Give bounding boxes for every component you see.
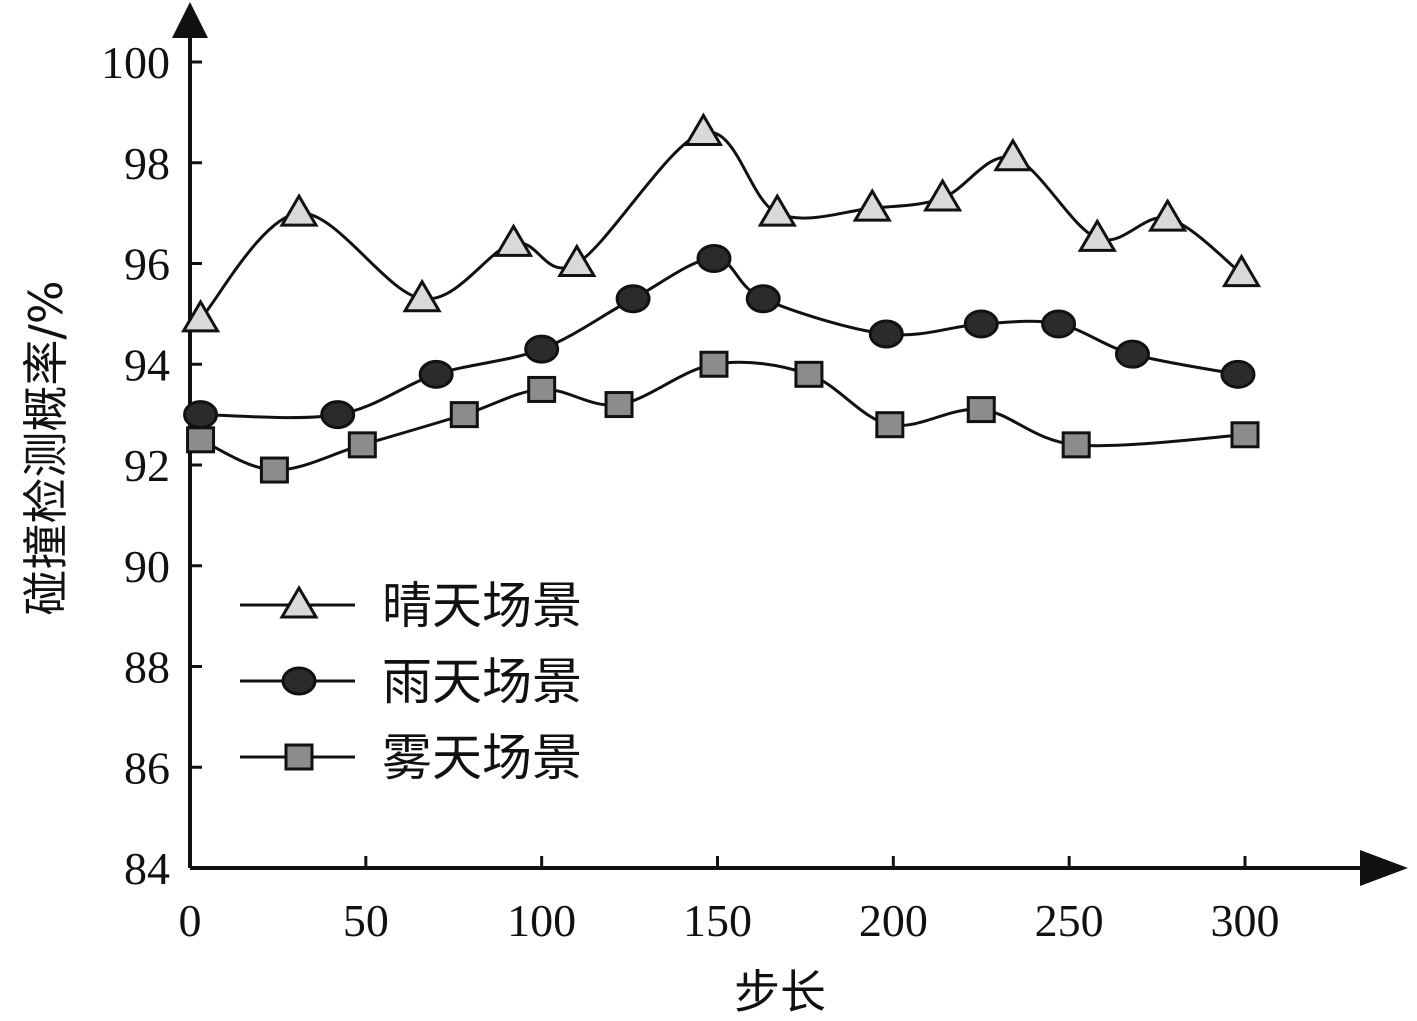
data-point xyxy=(745,284,781,314)
axes: 0 50 100 150 200 250 300 84 86 88 90 92 94 96 98 100 xyxy=(101,2,1408,946)
y-axis-arrow xyxy=(172,2,208,38)
x-tick-label: 0 xyxy=(179,895,202,946)
legend-marker xyxy=(284,743,314,771)
data-point xyxy=(875,411,905,439)
legend-item: 晴天场景 xyxy=(240,577,582,635)
series-layer xyxy=(180,112,1262,484)
data-point xyxy=(449,401,479,429)
x-tick-label: 100 xyxy=(507,895,576,946)
y-tick-label: 100 xyxy=(101,37,170,88)
legend-label: 雾天场景 xyxy=(382,729,582,787)
data-point xyxy=(1221,253,1262,288)
data-point xyxy=(604,391,634,419)
data-point xyxy=(993,137,1033,172)
data-point xyxy=(493,223,534,257)
x-tick-label: 300 xyxy=(1211,895,1280,946)
x-tick-label: 250 xyxy=(1035,895,1104,946)
legend-label: 雨天场景 xyxy=(382,653,582,711)
legend-marker xyxy=(279,585,319,619)
series-line xyxy=(200,256,1239,420)
y-tick-label: 92 xyxy=(124,440,170,491)
y-tick-label: 98 xyxy=(124,138,170,189)
legend-marker xyxy=(281,666,317,696)
data-point xyxy=(402,278,442,313)
series-3 xyxy=(186,350,1260,484)
data-point xyxy=(868,319,904,349)
series-2 xyxy=(183,243,1256,430)
data-point xyxy=(186,426,216,454)
data-point xyxy=(524,334,560,364)
legend-item: 雨天场景 xyxy=(240,653,582,711)
data-point xyxy=(852,188,892,222)
data-point xyxy=(279,193,319,227)
data-point xyxy=(557,243,597,277)
data-point xyxy=(963,309,999,339)
y-tick-label: 84 xyxy=(124,843,170,894)
data-point xyxy=(347,431,377,459)
data-point xyxy=(1041,309,1077,339)
y-tick-label: 96 xyxy=(124,239,170,290)
data-point xyxy=(1114,339,1150,369)
data-point xyxy=(180,298,221,333)
y-tick-label: 88 xyxy=(124,642,170,693)
y-tick-label: 94 xyxy=(124,339,170,390)
data-point xyxy=(757,193,797,227)
y-tick-label: 86 xyxy=(124,742,170,793)
data-point xyxy=(922,178,963,212)
data-point xyxy=(1077,218,1117,252)
data-point xyxy=(1148,198,1188,232)
data-point xyxy=(527,375,557,403)
data-point xyxy=(183,400,219,430)
data-point xyxy=(699,350,729,378)
data-point xyxy=(1230,421,1260,449)
y-tick-label: 90 xyxy=(124,541,170,592)
data-point xyxy=(615,284,651,314)
data-point xyxy=(794,360,824,388)
y-axis-title: 碰撞检测概率/% xyxy=(19,280,73,615)
data-point xyxy=(320,400,356,430)
x-tick-label: 50 xyxy=(343,895,389,946)
data-point xyxy=(966,396,996,424)
data-point xyxy=(418,359,454,389)
data-point xyxy=(696,243,732,273)
x-axis-title: 步长 xyxy=(734,965,826,1019)
series-line xyxy=(199,130,1243,320)
legend-label: 晴天场景 xyxy=(382,577,582,635)
series-1 xyxy=(180,112,1262,333)
data-point xyxy=(1061,431,1091,459)
x-tick-label: 150 xyxy=(683,895,752,946)
data-point xyxy=(259,456,289,484)
data-point xyxy=(1220,359,1256,389)
x-tick-label: 200 xyxy=(859,895,928,946)
data-point xyxy=(683,112,724,147)
x-axis-arrow xyxy=(1360,850,1408,886)
legend-item: 雾天场景 xyxy=(240,729,582,787)
